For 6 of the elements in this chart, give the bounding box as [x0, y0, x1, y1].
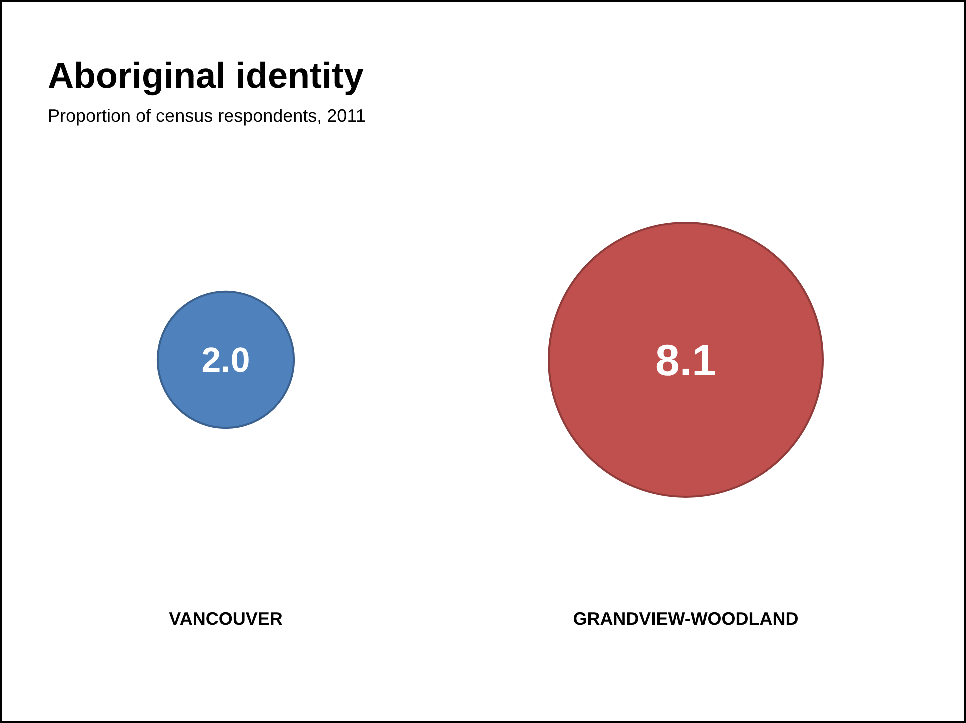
- data-label: 2.0: [202, 341, 250, 380]
- data-label: 8.1: [656, 336, 716, 386]
- text: Aboriginal identity: [48, 55, 364, 96]
- text: Proportion of census respondents, 2011: [48, 106, 366, 126]
- category-label: VANCOUVER: [169, 609, 283, 629]
- category-label: GRANDVIEW-WOODLAND: [573, 609, 799, 629]
